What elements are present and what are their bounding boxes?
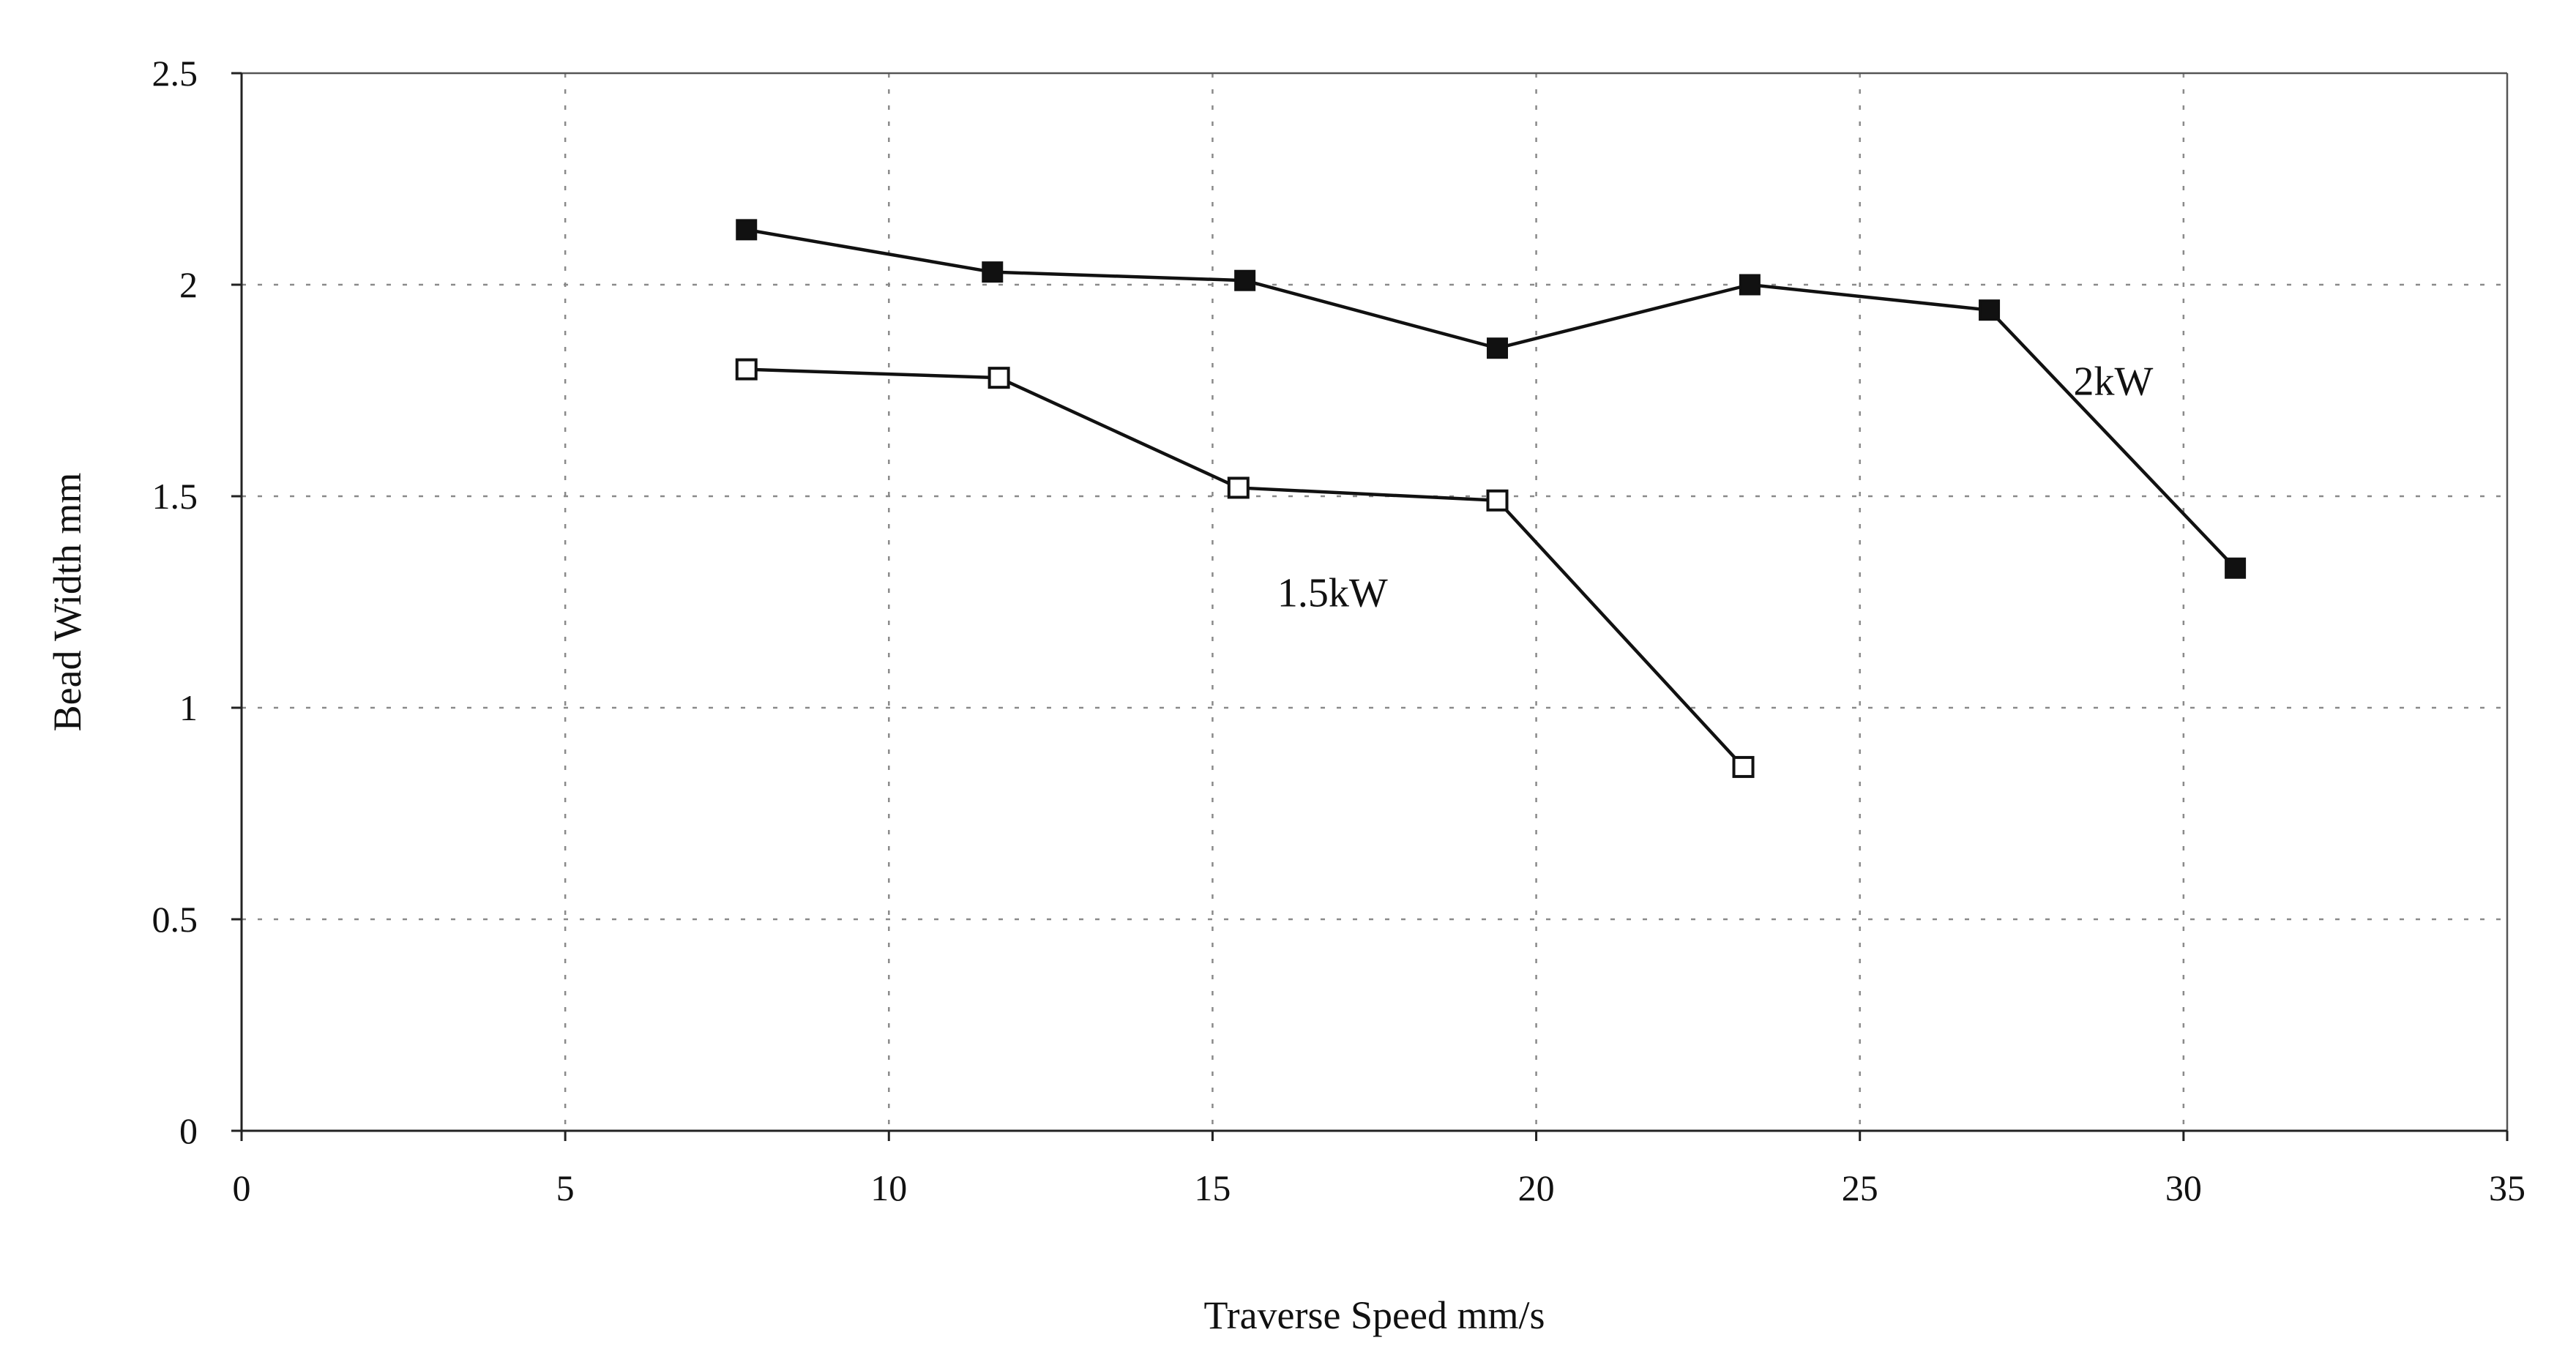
y-tick-label: 2 [179,264,198,305]
series-label-2kw: 2kW [2074,359,2154,404]
y-tick-label: 0 [179,1110,198,1151]
x-tick-label: 5 [556,1167,575,1208]
plot-frame [231,72,2509,1141]
data-point-2kw [1739,274,1761,296]
x-tick-label: 10 [870,1167,907,1208]
y-tick-label: 1 [179,687,198,728]
series-line-1-5kw [746,367,1745,768]
data-point-1-5kw [735,358,758,381]
y-axis-label: Bead Width mm [45,473,89,732]
series-line-2kw [746,228,2237,569]
data-point-1-5kw [988,367,1010,389]
tick-labels: 0 5 10 15 20 25 30 35 0 0.5 1 1.5 2 2.5 [152,53,2526,1208]
grid-layer [242,73,2507,1131]
x-tick-label: 0 [233,1167,251,1208]
x-tick-label: 30 [2165,1167,2202,1208]
series-layer [735,219,2247,778]
y-tick-label: 0.5 [152,899,198,940]
x-tick-label: 35 [2489,1167,2525,1208]
x-tick-label: 15 [1194,1167,1231,1208]
x-tick-label: 25 [1842,1167,1878,1208]
series-label-1-5kw: 1.5kW [1277,570,1388,616]
x-tick-label: 20 [1518,1167,1555,1208]
data-point-1-5kw [1732,755,1755,778]
y-tick-label: 1.5 [152,476,198,517]
data-point-2kw [982,261,1004,283]
data-point-2kw [1487,337,1509,359]
data-point-1-5kw [1227,476,1250,499]
data-point-2kw [2225,557,2247,579]
data-point-2kw [1979,299,2001,321]
data-point-2kw [736,219,758,241]
data-point-2kw [1234,269,1256,291]
x-axis-label: Traverse Speed mm/s [1204,1293,1545,1337]
data-point-1-5kw [1486,489,1509,512]
y-tick-label: 2.5 [152,53,198,94]
